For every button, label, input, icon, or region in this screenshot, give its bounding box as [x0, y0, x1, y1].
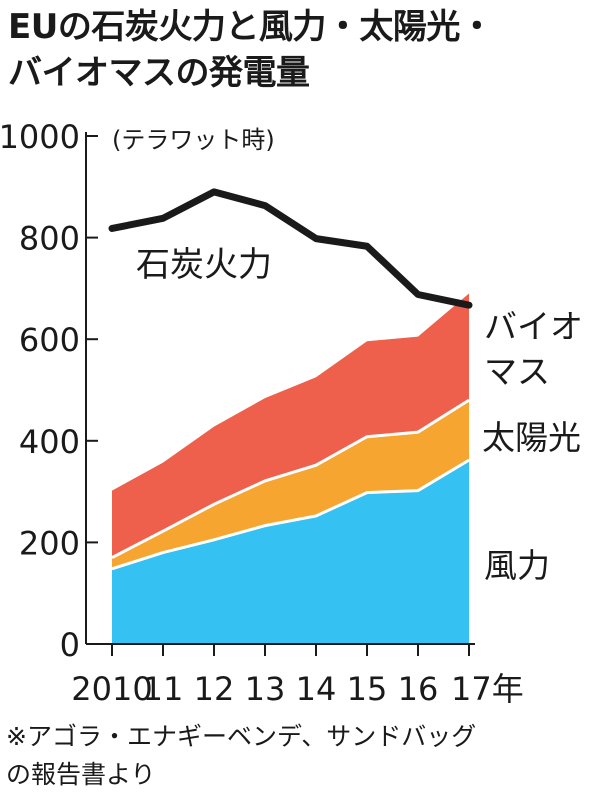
source-note: ※アゴラ・エナギーベンデ、サンドバッグ の報告書より: [6, 718, 476, 794]
x-tick-label-7: 17年: [451, 670, 524, 708]
area-series-1: [112, 400, 469, 569]
x-tick-label-2: 12: [194, 670, 235, 708]
source-line-1: ※アゴラ・エナギーベンデ、サンドバッグ: [6, 722, 477, 751]
area-layers: [111, 293, 470, 644]
title-line-1: EUの石炭火力と風力・太陽光・: [8, 7, 494, 47]
y-tick-label-5: 1000: [0, 118, 80, 156]
x-tick-label-0: 2010: [71, 670, 152, 708]
separator-line-0: [111, 458, 470, 571]
label-biomass-2: マス: [484, 352, 550, 391]
unit-label: (テラワット時): [112, 126, 275, 154]
label-solar: 太陽光: [482, 418, 581, 457]
source-line-2: の報告書より: [6, 760, 156, 789]
y-tick-label-3: 600: [19, 321, 80, 359]
x-tick-label-1: 11: [143, 670, 184, 708]
x-tick-label-5: 15: [347, 670, 388, 708]
coal-line-layer: [108, 188, 473, 309]
label-wind: 風力: [484, 546, 550, 585]
separator-line-1: [111, 398, 470, 559]
coal-line: [108, 188, 473, 309]
x-tick-label-3: 13: [245, 670, 286, 708]
y-tick-label-2: 400: [19, 423, 80, 461]
y-tick-label-1: 200: [19, 524, 80, 562]
label-coal: 石炭火力: [136, 245, 272, 285]
label-biomass-1: バイオ: [484, 307, 583, 346]
y-tick-label-0: 0: [60, 626, 80, 664]
x-tick-label-4: 14: [296, 670, 337, 708]
area-series-0: [112, 460, 469, 644]
y-tick-label-4: 800: [19, 220, 80, 258]
chart-title: EUの石炭火力と風力・太陽光・ バイオマスの発電量: [8, 4, 494, 96]
area-series-2: [112, 293, 469, 558]
title-line-2: バイオマスの発電量: [8, 53, 310, 93]
x-tick-label-6: 16: [398, 670, 439, 708]
